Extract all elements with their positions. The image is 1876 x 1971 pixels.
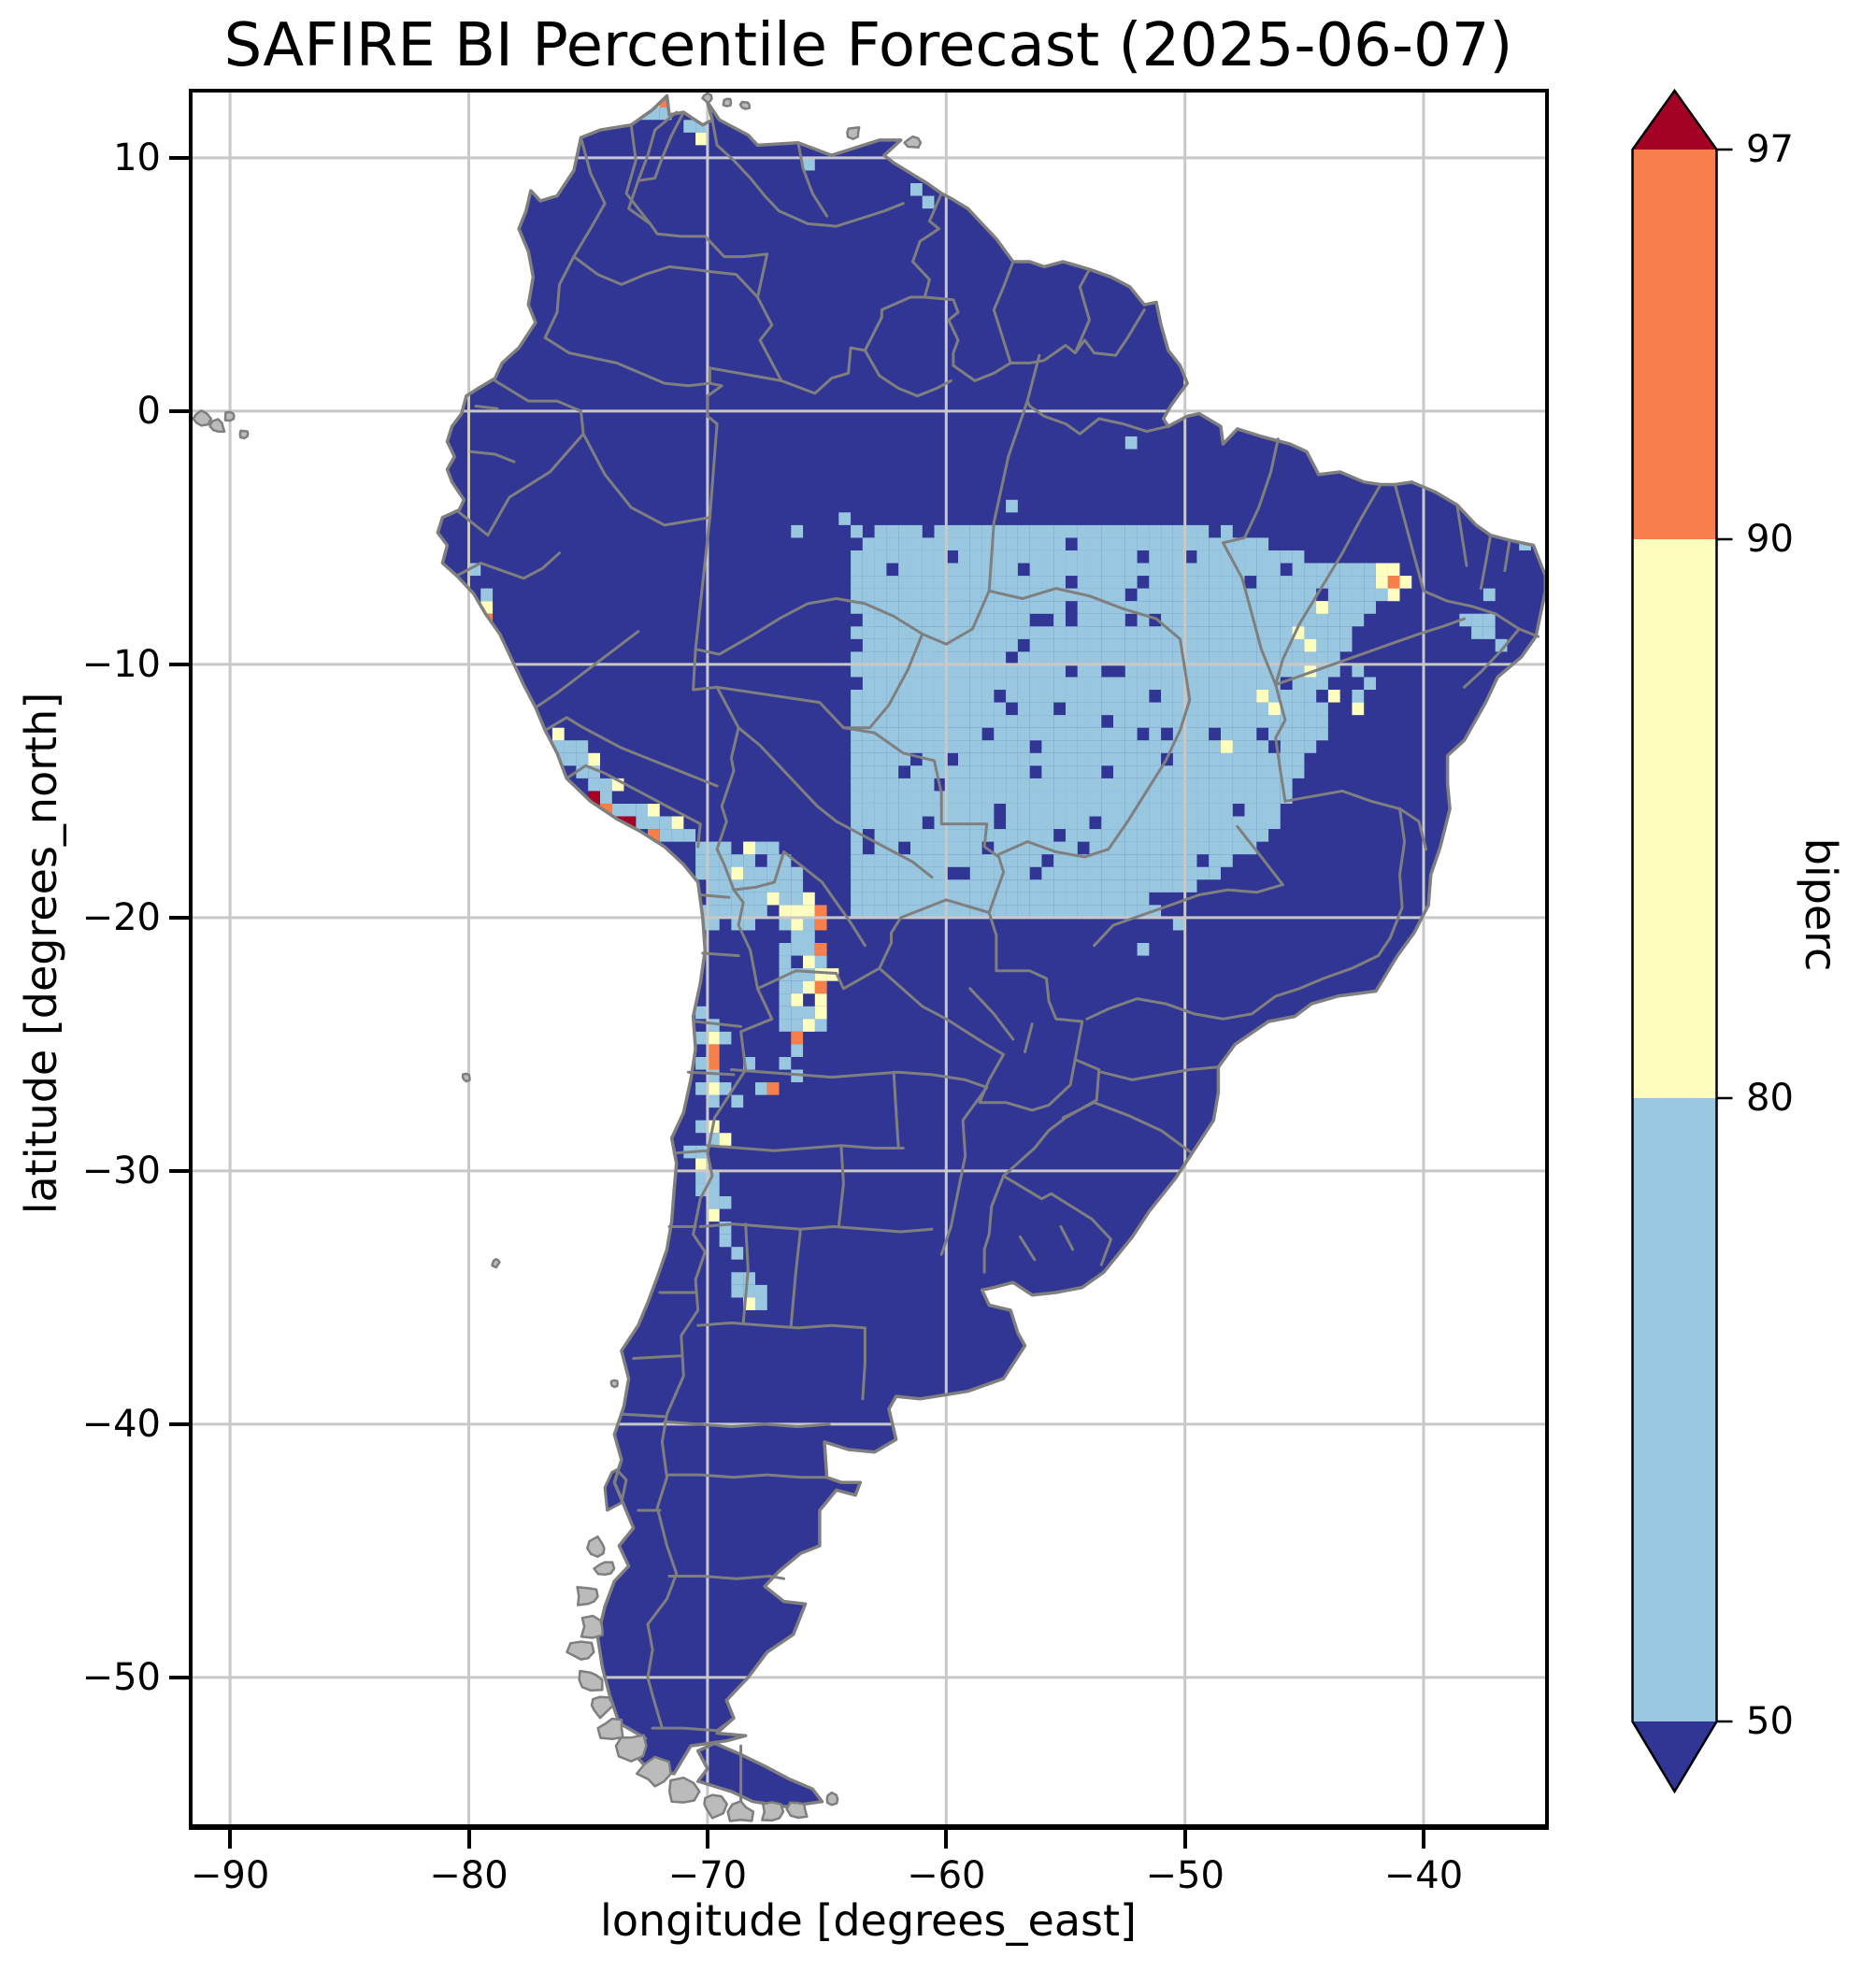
y-tick (169, 155, 189, 160)
colorbar (1631, 88, 1733, 1794)
x-tick-label: −70 (667, 1854, 748, 1897)
x-tick-label: −50 (1145, 1854, 1224, 1897)
colorbar-tick-label: 97 (1746, 128, 1794, 171)
y-tick-label: −50 (81, 1655, 161, 1699)
x-tick (228, 1829, 233, 1849)
y-tick-label: 10 (113, 136, 161, 179)
x-tick (1182, 1829, 1187, 1849)
x-tick (466, 1829, 471, 1849)
y-tick (169, 1168, 189, 1173)
x-tick-label: −80 (429, 1854, 508, 1897)
y-tick (169, 915, 189, 920)
y-tick-label: −20 (81, 895, 161, 939)
x-tick (705, 1829, 709, 1849)
colorbar-tick-label: 90 (1746, 518, 1794, 561)
colorbar-label: biperc (1796, 837, 1846, 972)
y-tick (169, 1421, 189, 1426)
x-tick-label: −60 (907, 1854, 986, 1897)
x-axis-label: longitude [degrees_east] (600, 1895, 1137, 1946)
x-tick-label: −90 (190, 1854, 270, 1897)
colorbar-tick-label: 50 (1746, 1700, 1794, 1743)
y-axis-label: latitude [degrees_north] (16, 692, 66, 1215)
y-tick-label: −30 (81, 1149, 161, 1193)
x-tick (1422, 1829, 1425, 1849)
y-tick-label: 0 (136, 389, 161, 433)
y-tick (169, 1675, 189, 1679)
y-tick-label: −40 (81, 1402, 161, 1446)
plot-title: SAFIRE BI Percentile Forecast (2025-06-0… (223, 11, 1513, 80)
y-tick (169, 408, 189, 413)
x-tick (944, 1829, 949, 1849)
x-tick-label: −40 (1383, 1854, 1464, 1897)
y-tick (169, 662, 189, 666)
colorbar-tick-label: 80 (1746, 1077, 1794, 1120)
y-tick-label: −10 (81, 642, 161, 686)
map-plot (193, 93, 1545, 1824)
